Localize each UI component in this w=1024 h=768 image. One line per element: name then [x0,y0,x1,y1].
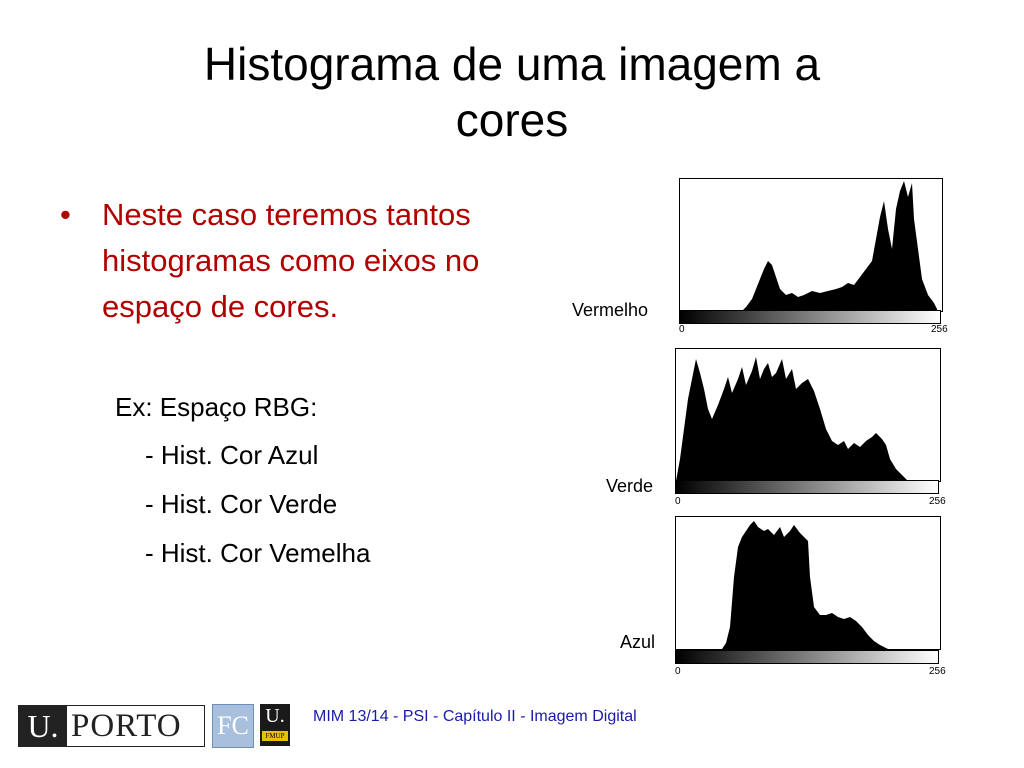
sub-example: Ex: Espaço RBG: [115,392,318,422]
axis-min-label: 0 [679,324,685,335]
histogram-gradient-bar [675,650,939,664]
fmup-logo: U. FMUP [260,704,290,746]
axis-max-label: 256 [929,496,946,507]
axis-min-label: 0 [675,666,681,677]
sub-item-green: - Hist. Cor Verde [145,489,338,519]
histogram-label: Verde [606,476,654,496]
main-bullet: • Neste caso teremos tantos histogramas … [60,192,480,330]
sub-item-red: - Hist. Cor Vemelha [145,538,371,568]
fc-logo: FC [212,704,254,748]
histogram-label: Vermelho [572,300,649,320]
histogram-plot [679,178,943,312]
histogram-red-shape [680,181,938,311]
axis-min-label: 0 [675,496,681,507]
axis-max-label: 256 [931,324,948,335]
footer-text: MIM 13/14 - PSI - Capítulo II - Imagem D… [313,708,637,725]
histogram-green-shape [676,357,908,481]
histogram-plot [675,516,941,650]
fmup-logo-name: FMUP [262,731,288,741]
uporto-logo-name: PORTO [71,707,182,744]
bullet-dot-icon: • [60,197,71,232]
histogram-plot [675,348,941,482]
title-text: Histograma de uma imagem a cores [0,36,1024,148]
histogram-gradient-bar [679,310,941,324]
uporto-logo: U. PORTO [18,705,205,747]
axis-max-label: 256 [929,666,946,677]
title-line-2: cores [455,94,569,146]
main-bullet-text: Neste caso teremos tantos histogramas co… [102,197,480,324]
title-line-1: Histograma de uma imagem a [203,38,821,90]
fmup-logo-mark: U. [265,705,285,727]
histogram-gradient-bar [675,480,939,494]
histogram-blue-shape [676,521,888,649]
uporto-logo-mark: U. [19,706,67,746]
sub-item-blue: - Hist. Cor Azul [145,440,319,470]
histogram-label: Azul [620,632,656,652]
